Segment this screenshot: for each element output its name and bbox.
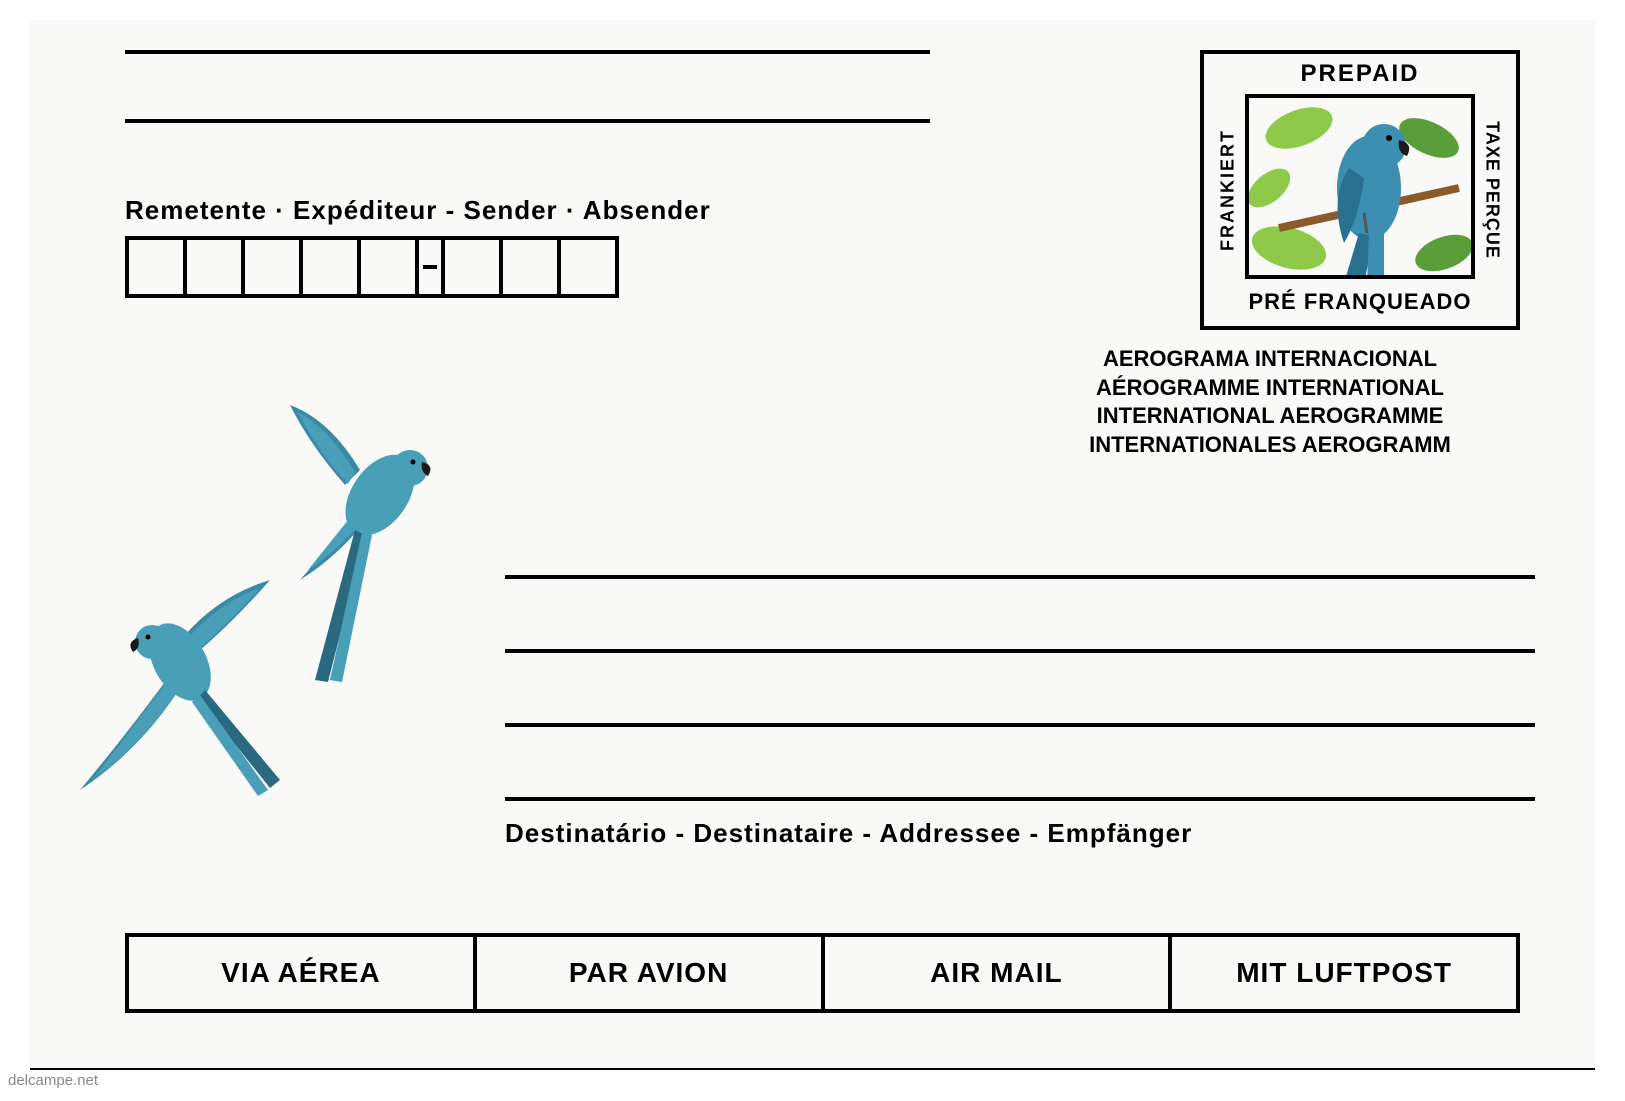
aerogram-line-pt: AEROGRAMA INTERNACIONAL — [1020, 345, 1520, 374]
aerogram-line-de: INTERNATIONALES AEROGRAMM — [1020, 431, 1520, 460]
postcode-box — [125, 236, 187, 298]
postcode-box — [441, 236, 503, 298]
sender-postcode-boxes — [125, 236, 711, 298]
prepaid-stamp: PREPAID FRANKIERT — [1200, 50, 1520, 330]
dest-line-4 — [505, 797, 1535, 801]
dest-line-3 — [505, 723, 1535, 727]
airmail-en: AIR MAIL — [825, 937, 1173, 1009]
postcode-box — [557, 236, 619, 298]
stamp-frankiert-label: FRANKIERT — [1218, 100, 1239, 280]
flying-parrots-illustration — [70, 390, 510, 820]
postcode-box — [241, 236, 303, 298]
postcode-box — [357, 236, 419, 298]
aerogram-title-block: AEROGRAMA INTERNACIONAL AÉROGRAMME INTER… — [1020, 345, 1520, 459]
airmail-strip: VIA AÉREA PAR AVION AIR MAIL MIT LUFTPOS… — [125, 933, 1520, 1013]
postcode-box — [183, 236, 245, 298]
airmail-de: MIT LUFTPOST — [1172, 937, 1516, 1009]
sender-section: Remetente · Expéditeur - Sender · Absend… — [125, 195, 711, 298]
stamp-image — [1245, 94, 1475, 279]
sender-line-2 — [125, 119, 930, 123]
postcode-box — [299, 236, 361, 298]
stamp-prepaid-label: PREPAID — [1204, 54, 1516, 94]
postcode-box — [499, 236, 561, 298]
dest-line-2 — [505, 649, 1535, 653]
aerogram-line-en: INTERNATIONAL AEROGRAMME — [1020, 402, 1520, 431]
watermark: delcampe.net — [8, 1072, 98, 1089]
aerogram-line-fr: AÉROGRAMME INTERNATIONAL — [1020, 374, 1520, 403]
aerogram-container: Remetente · Expéditeur - Sender · Absend… — [30, 20, 1595, 1070]
sender-address-lines — [125, 50, 930, 188]
stamp-taxe-label: TAXE PERÇUE — [1482, 100, 1503, 280]
airmail-pt: VIA AÉREA — [129, 937, 477, 1009]
dest-line-1 — [505, 575, 1535, 579]
sender-label: Remetente · Expéditeur - Sender · Absend… — [125, 195, 711, 226]
airmail-fr: PAR AVION — [477, 937, 825, 1009]
destination-label: Destinatário - Destinataire - Addressee … — [505, 818, 1192, 849]
stamp-prefranqueado-label: PRÉ FRANQUEADO — [1204, 279, 1516, 325]
sender-line-1 — [125, 50, 930, 54]
